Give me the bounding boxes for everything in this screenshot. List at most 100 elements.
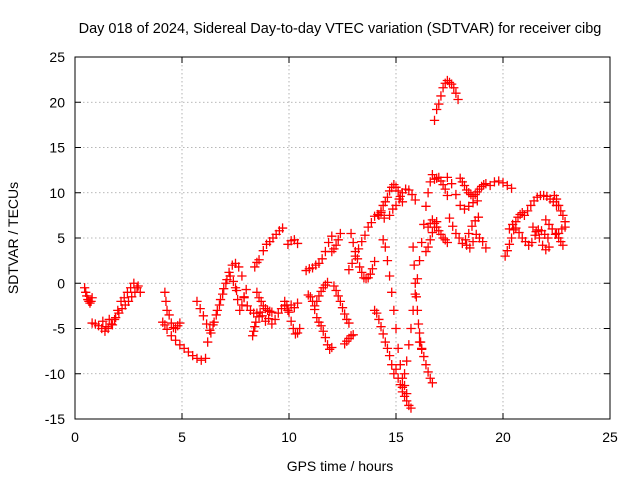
data-point-arc3-1 — [101, 322, 111, 332]
data-point-arc11-3 — [264, 313, 274, 324]
data-point-arc27-1 — [380, 242, 390, 252]
series-arc16 — [283, 235, 303, 249]
data-point-arc20-6 — [342, 314, 352, 325]
data-point-arc19-6 — [322, 277, 333, 287]
data-point-arc39-6 — [464, 228, 474, 239]
data-point-arc26-9 — [393, 186, 403, 196]
data-point-arc26-2 — [378, 200, 388, 211]
data-point-arc40-1 — [465, 243, 475, 253]
data-point-arc17-8 — [327, 231, 337, 241]
y-tick-labels: -15 -10 -5 0 5 10 15 20 25 — [45, 49, 65, 427]
series-arc11 — [254, 298, 303, 329]
data-point-arc47-2 — [553, 200, 564, 211]
data-point-arc23-4 — [357, 236, 367, 247]
data-point-arc31-2 — [410, 278, 420, 288]
y-tick-label-4: 5 — [57, 230, 65, 246]
data-point-arc22-7 — [361, 274, 371, 284]
data-point-arc35-5 — [432, 217, 442, 227]
data-point-arc25-3 — [376, 322, 386, 332]
data-point-arc20-7 — [344, 318, 354, 328]
data-point-arc29-0 — [391, 364, 401, 374]
data-point-arc22-10 — [367, 264, 378, 274]
series-arc17 — [301, 231, 337, 276]
series-arc42 — [500, 208, 527, 261]
data-point-arc47-5 — [560, 217, 570, 227]
data-point-arc42-3 — [506, 233, 517, 243]
data-point-arc32-5 — [425, 373, 435, 383]
data-point-arc31-5 — [413, 319, 424, 329]
data-point-arc18-5 — [314, 317, 324, 327]
data-point-arc31-4 — [412, 305, 423, 316]
data-point-arc18-1 — [305, 292, 316, 302]
data-point-arc38-2 — [459, 180, 470, 191]
data-point-arc34-6 — [436, 229, 446, 240]
y-tick-label-7: 20 — [49, 94, 65, 110]
data-point-arc5-3 — [166, 331, 176, 341]
data-point-arc25-8 — [387, 360, 397, 370]
data-point-arc35-3 — [427, 227, 438, 238]
data-point-arc41-2 — [494, 176, 504, 186]
data-point-arc18-0 — [303, 290, 313, 300]
data-point-arc15-0 — [258, 246, 268, 256]
data-point-arc29-1 — [393, 373, 403, 383]
data-point-arc30-2 — [402, 356, 412, 366]
data-point-arc32-4 — [423, 367, 433, 377]
data-point-arc37-2 — [451, 189, 461, 200]
data-point-arc33-1 — [414, 255, 425, 266]
data-point-arc11-12 — [292, 298, 303, 308]
data-point-arc3-11 — [133, 281, 143, 291]
data-point-arc4-5 — [168, 322, 179, 333]
data-point-arc14-2 — [254, 255, 264, 265]
series-arc12 — [252, 287, 277, 317]
x-tick-label-1: 5 — [178, 429, 186, 445]
data-point-arc45-2 — [534, 233, 545, 243]
data-point-arc17-5 — [317, 254, 327, 264]
data-point-arc12-5 — [262, 305, 273, 316]
data-point-arc8-5 — [241, 284, 251, 295]
data-point-arc10-0 — [247, 331, 258, 341]
data-point-arc28-7 — [407, 189, 417, 200]
data-point-arc35-4 — [429, 222, 440, 232]
data-point-arc21-4 — [335, 228, 346, 239]
data-point-arc23-0 — [344, 265, 354, 275]
data-point-arc38-6 — [468, 191, 478, 202]
data-point-arc23-11 — [379, 213, 389, 223]
data-point-arc35-1 — [423, 242, 433, 252]
data-point-arc40-5 — [478, 236, 488, 247]
y-tick-label-5: 10 — [49, 185, 65, 201]
data-point-arc40-2 — [468, 236, 478, 247]
x-tick-label-4: 20 — [495, 429, 511, 445]
data-point-arc29-7 — [406, 403, 416, 413]
data-point-arc7-2 — [209, 317, 219, 327]
data-point-arc5-6 — [179, 343, 189, 354]
data-point-arc18-11 — [327, 342, 337, 353]
data-point-arc6-13 — [234, 262, 244, 272]
data-point-arc25-2 — [374, 314, 384, 325]
x-axis-label: GPS time / hours — [287, 458, 394, 474]
data-point-arc33-0 — [412, 274, 423, 284]
series-arc18 — [303, 290, 337, 354]
data-point-arc23-3 — [353, 244, 364, 254]
data-point-arc27-6 — [391, 323, 401, 334]
data-point-arc32-6 — [427, 378, 438, 388]
data-point-arc38-0 — [455, 173, 465, 183]
series-arc7 — [203, 271, 242, 347]
data-point-arc28-3 — [394, 194, 404, 204]
series-arc6 — [192, 258, 247, 335]
grid-lines — [75, 57, 610, 419]
series-arc25 — [369, 305, 399, 379]
data-point-arc23-2 — [350, 251, 360, 261]
data-point-arc36-1 — [432, 104, 442, 115]
data-point-arc22-9 — [365, 269, 375, 279]
data-point-arc4-8 — [175, 318, 185, 328]
series-arc14 — [250, 255, 264, 272]
data-point-arc38-11 — [479, 179, 489, 190]
data-point-arc33-12 — [438, 179, 448, 190]
data-point-arc26-1 — [376, 206, 386, 216]
data-point-arc30-3 — [404, 340, 414, 350]
data-point-arc36-0 — [429, 115, 440, 125]
data-point-arc7-1 — [206, 328, 216, 338]
data-point-arc1-7 — [87, 293, 97, 303]
data-point-arc33-14 — [442, 190, 453, 201]
data-point-arc30-1 — [399, 369, 410, 379]
